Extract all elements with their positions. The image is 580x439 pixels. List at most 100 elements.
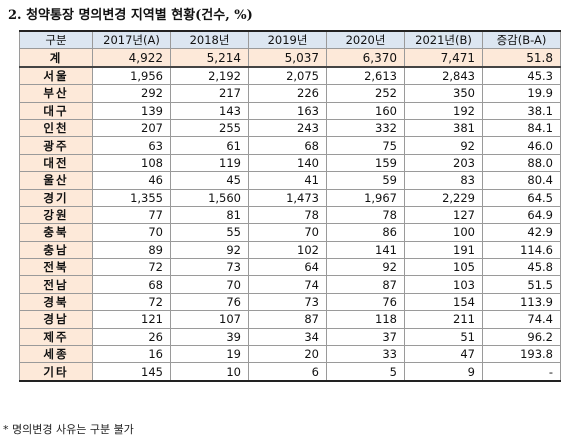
region-cell: 전남 — [19, 275, 93, 294]
page-title: 2. 청약통장 명의변경 지역별 현황(건수, %) — [8, 8, 253, 23]
value-cell: 159 — [326, 153, 405, 173]
region-cell: 부산 — [19, 84, 93, 103]
table-row: 제주 26 39 34 37 51 96.2 — [19, 327, 561, 347]
table-row: 전북 72 73 64 92 105 45.8 — [19, 258, 561, 277]
region-cell: 경기 — [19, 188, 93, 207]
value-cell: 113.9 — [482, 292, 561, 312]
header-cell: 2017년(A) — [92, 30, 171, 50]
region-cell: 대전 — [19, 153, 93, 173]
value-cell: 51.5 — [482, 275, 561, 294]
value-cell: 20 — [248, 345, 327, 364]
table-row: 인천 207 255 243 332 381 84.1 — [19, 118, 561, 138]
value-cell: 47 — [404, 345, 483, 364]
table-row: 충북 70 55 70 86 100 42.9 — [19, 223, 561, 242]
value-cell: 139 — [92, 101, 171, 120]
value-cell: 37 — [326, 327, 405, 347]
region-cell: 세종 — [19, 345, 93, 364]
value-cell: 121 — [92, 310, 171, 329]
value-cell: 76 — [170, 292, 249, 312]
value-cell: 107 — [170, 310, 249, 329]
table-row: 대구 139 143 163 160 192 38.1 — [19, 101, 561, 120]
value-cell: 1,355 — [92, 188, 171, 207]
value-cell: 78 — [248, 205, 327, 225]
value-cell: 33 — [326, 345, 405, 364]
table-row: 경기 1,355 1,560 1,473 1,967 2,229 64.5 — [19, 188, 561, 207]
value-cell: 108 — [92, 153, 171, 173]
value-cell: 70 — [92, 223, 171, 242]
region-cell: 제주 — [19, 327, 93, 347]
value-cell: 6 — [248, 362, 327, 382]
value-cell: 73 — [170, 258, 249, 277]
value-cell: 73 — [248, 292, 327, 312]
region-cell: 광주 — [19, 136, 93, 155]
value-cell: 1,560 — [170, 188, 249, 207]
value-cell: 87 — [248, 310, 327, 329]
value-cell: 193.8 — [482, 345, 561, 364]
total-row: 계 4,922 5,214 5,037 6,370 7,471 51.8 — [19, 48, 561, 68]
value-cell: 211 — [404, 310, 483, 329]
value-cell: 68 — [92, 275, 171, 294]
region-cell: 울산 — [19, 171, 93, 190]
value-cell: 72 — [92, 258, 171, 277]
value-cell: 1,967 — [326, 188, 405, 207]
value-cell: 127 — [404, 205, 483, 225]
value-cell: 41 — [248, 171, 327, 190]
value-cell: 207 — [92, 118, 171, 138]
value-cell: 1,956 — [92, 66, 171, 86]
region-cell: 충북 — [19, 223, 93, 242]
value-cell: 45.8 — [482, 258, 561, 277]
value-cell: 45.3 — [482, 66, 561, 86]
value-cell: 217 — [170, 84, 249, 103]
region-cell: 경북 — [19, 292, 93, 312]
value-cell: 1,473 — [248, 188, 327, 207]
value-cell: 350 — [404, 84, 483, 103]
value-cell: 46.0 — [482, 136, 561, 155]
table-header-row: 구분 2017년(A) 2018년 2019년 2020년 2021년(B) 증… — [19, 30, 561, 50]
value-cell: 2,229 — [404, 188, 483, 207]
region-cell: 경남 — [19, 310, 93, 329]
header-cell: 2020년 — [326, 30, 405, 50]
value-cell: 64 — [248, 258, 327, 277]
value-cell: 191 — [404, 240, 483, 260]
region-cell: 인천 — [19, 118, 93, 138]
value-cell: 2,075 — [248, 66, 327, 86]
value-cell: 143 — [170, 101, 249, 120]
value-cell: 80.4 — [482, 171, 561, 190]
table-row: 강원 77 81 78 78 127 64.9 — [19, 205, 561, 225]
table-row: 부산 292 217 226 252 350 19.9 — [19, 84, 561, 103]
value-cell: 292 — [92, 84, 171, 103]
value-cell: 74 — [248, 275, 327, 294]
value-cell: 140 — [248, 153, 327, 173]
table-row: 충남 89 92 102 141 191 114.6 — [19, 240, 561, 260]
value-cell: 160 — [326, 101, 405, 120]
value-cell: 51.8 — [482, 48, 561, 68]
value-cell: 105 — [404, 258, 483, 277]
table-row: 광주 63 61 68 75 92 46.0 — [19, 136, 561, 155]
value-cell: 46 — [92, 171, 171, 190]
table-body: 계 4,922 5,214 5,037 6,370 7,471 51.8 서울 1,956 2,1… — [19, 48, 561, 382]
value-cell: 96.2 — [482, 327, 561, 347]
value-cell: 141 — [326, 240, 405, 260]
value-cell: 84.1 — [482, 118, 561, 138]
value-cell: 89 — [92, 240, 171, 260]
value-cell: 226 — [248, 84, 327, 103]
region-cell: 서울 — [19, 66, 93, 86]
value-cell: 70 — [248, 223, 327, 242]
value-cell: 86 — [326, 223, 405, 242]
value-cell: 72 — [92, 292, 171, 312]
value-cell: 92 — [326, 258, 405, 277]
value-cell: - — [482, 362, 561, 382]
value-cell: 192 — [404, 101, 483, 120]
value-cell: 51 — [404, 327, 483, 347]
regional-stats-table: 구분 2017년(A) 2018년 2019년 2020년 2021년(B) 증… — [19, 30, 561, 382]
value-cell: 39 — [170, 327, 249, 347]
value-cell: 64.5 — [482, 188, 561, 207]
value-cell: 114.6 — [482, 240, 561, 260]
value-cell: 19.9 — [482, 84, 561, 103]
value-cell: 4,922 — [92, 48, 171, 68]
value-cell: 103 — [404, 275, 483, 294]
value-cell: 34 — [248, 327, 327, 347]
value-cell: 76 — [326, 292, 405, 312]
value-cell: 81 — [170, 205, 249, 225]
value-cell: 55 — [170, 223, 249, 242]
